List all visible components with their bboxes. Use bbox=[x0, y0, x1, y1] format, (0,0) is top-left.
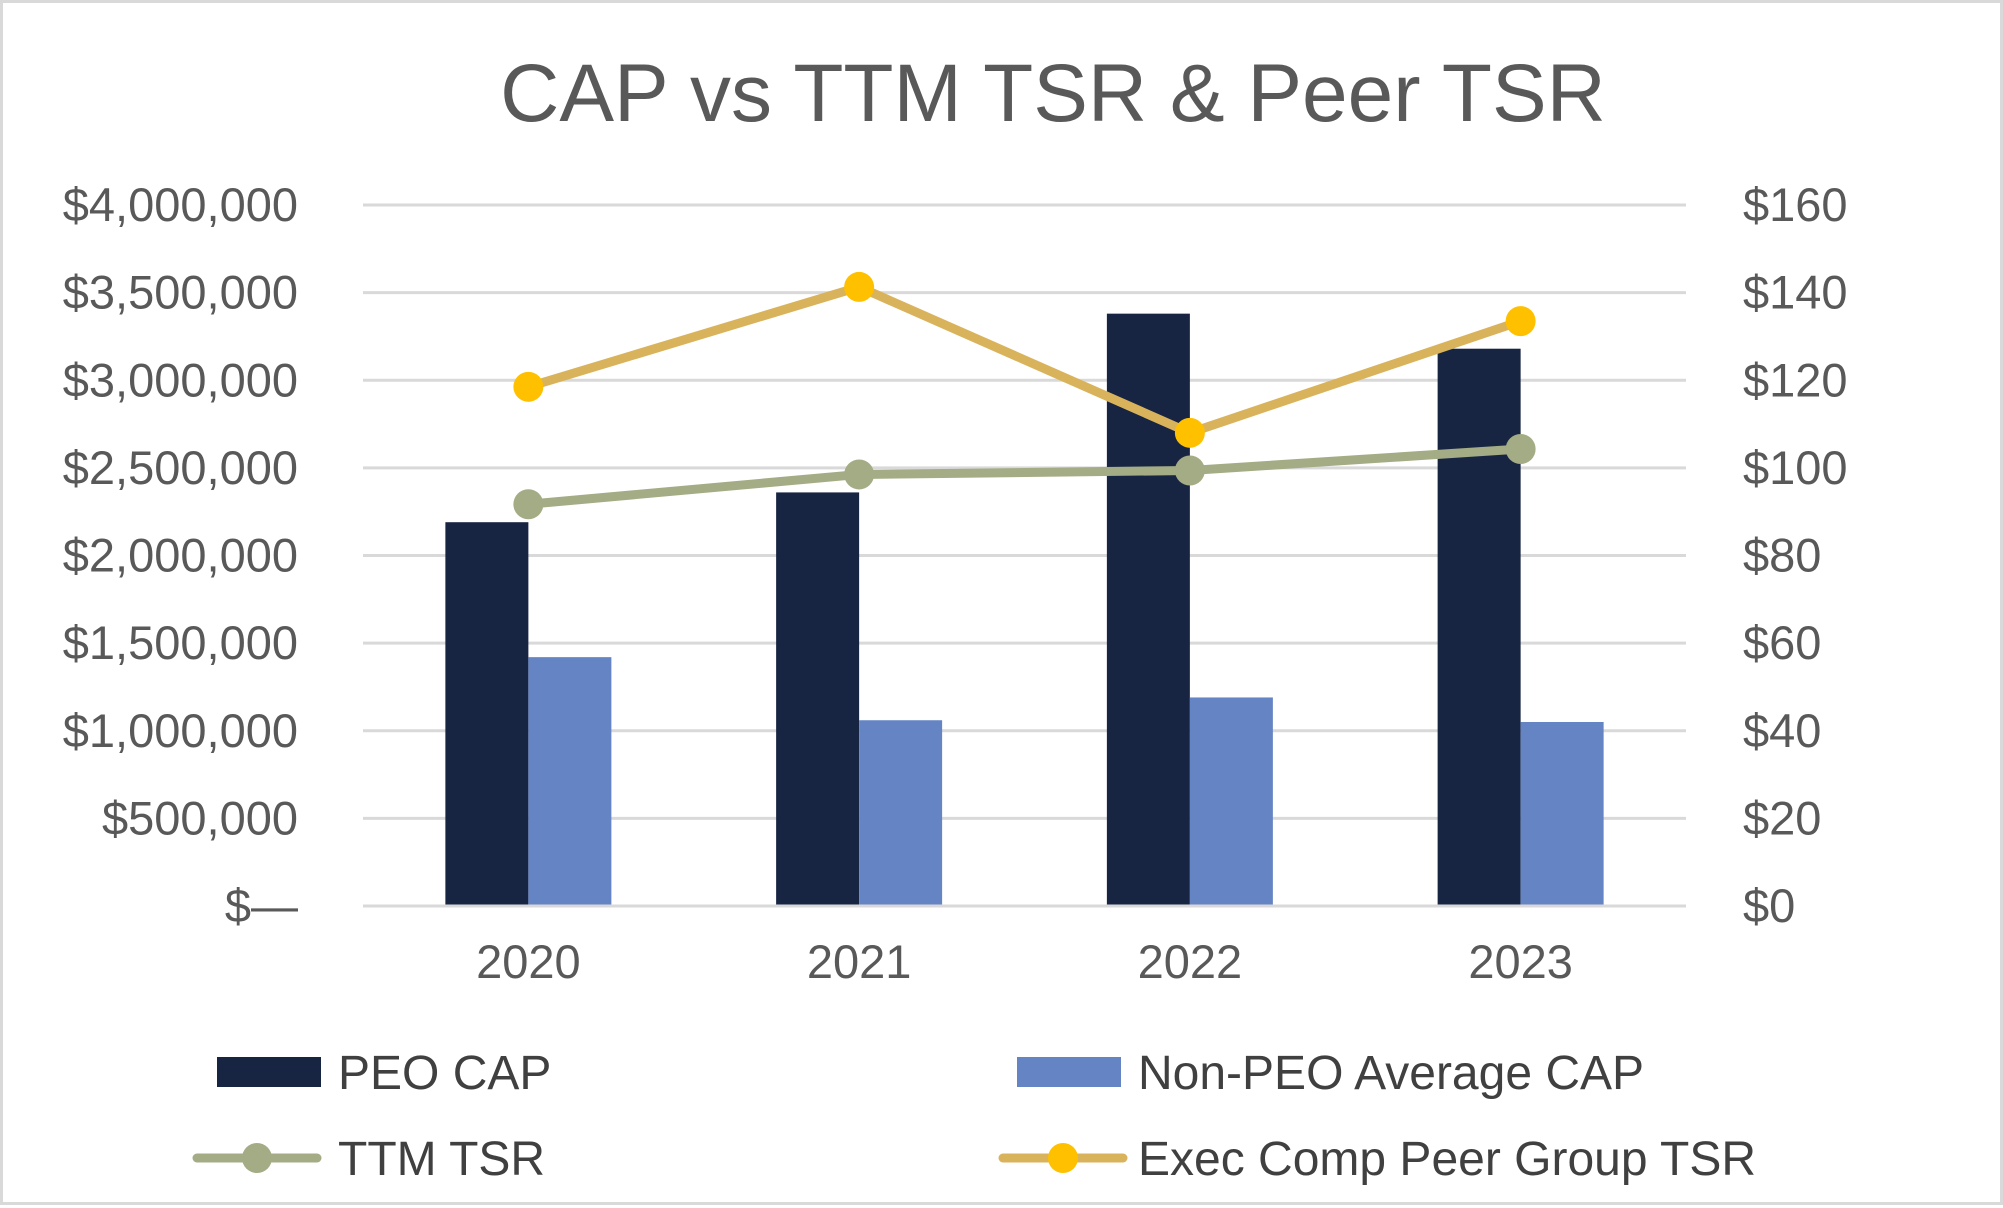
legend-label-exec-comp-peer-group-tsr: Exec Comp Peer Group TSR bbox=[1138, 1133, 1756, 1186]
right-axis: $0 $20 $40 $60 $80 $100 $120 $140 $160 bbox=[1743, 178, 1848, 932]
right-tick-label: $160 bbox=[1743, 178, 1848, 231]
legend-label-non-peo-average-cap: Non-PEO Average CAP bbox=[1138, 1047, 1644, 1100]
bar-non-peo-average-cap-2023 bbox=[1520, 721, 1604, 906]
left-axis: $— $500,000 $1,000,000 $1,500,000 $2,000,000… bbox=[63, 178, 298, 932]
left-tick-label: $500,000 bbox=[102, 791, 298, 844]
point-ttm-tsr-2021 bbox=[844, 459, 875, 490]
left-tick-label: $3,500,000 bbox=[63, 266, 298, 319]
legend: PEO CAP Non-PEO Average CAP TTM TSR Exec Co… bbox=[192, 1047, 1756, 1186]
bar-non-peo-average-cap-2022 bbox=[1189, 697, 1273, 906]
point-ttm-tsr-2022 bbox=[1174, 455, 1205, 486]
right-tick-label: $60 bbox=[1743, 616, 1821, 669]
line-exec-comp-peer-group-tsr bbox=[523, 282, 1526, 438]
point-exec-comp-peer-group-tsr-2021 bbox=[844, 271, 875, 302]
x-tick-label: 2021 bbox=[807, 935, 912, 988]
lines bbox=[513, 271, 1536, 520]
legend-label-peo-cap: PEO CAP bbox=[338, 1047, 551, 1100]
point-exec-comp-peer-group-tsr-2023 bbox=[1505, 306, 1536, 337]
line-ttm-tsr bbox=[523, 444, 1526, 509]
combo-chart: CAP vs TTM TSR & Peer TSR $— $500,000 $1,0… bbox=[63, 48, 1848, 1186]
right-tick-label: $140 bbox=[1743, 266, 1848, 319]
right-tick-label: $100 bbox=[1743, 441, 1848, 494]
x-tick-label: 2023 bbox=[1468, 935, 1573, 988]
x-axis: 2020 2021 2022 2023 bbox=[476, 935, 1573, 988]
bar-non-peo-average-cap-2020 bbox=[528, 657, 612, 906]
left-tick-label: $3,000,000 bbox=[63, 353, 298, 406]
left-tick-label: $4,000,000 bbox=[63, 178, 298, 231]
right-tick-label: $40 bbox=[1743, 704, 1821, 757]
x-tick-label: 2020 bbox=[476, 935, 581, 988]
x-tick-label: 2022 bbox=[1138, 935, 1243, 988]
point-exec-comp-peer-group-tsr-2022 bbox=[1174, 417, 1205, 448]
left-tick-label: $1,000,000 bbox=[63, 704, 298, 757]
left-tick-label: $— bbox=[225, 879, 298, 932]
bars bbox=[445, 313, 1604, 907]
legend-swatch-non-peo-average-cap bbox=[1017, 1057, 1121, 1087]
bar-peo-cap-2023 bbox=[1437, 348, 1521, 907]
point-exec-comp-peer-group-tsr-2020 bbox=[513, 371, 544, 402]
left-tick-label: $2,500,000 bbox=[63, 441, 298, 494]
point-ttm-tsr-2020 bbox=[513, 489, 544, 520]
right-tick-label: $0 bbox=[1743, 879, 1795, 932]
left-tick-label: $2,000,000 bbox=[63, 529, 298, 582]
right-tick-label: $120 bbox=[1743, 353, 1848, 406]
left-tick-label: $1,500,000 bbox=[63, 616, 298, 669]
bar-peo-cap-2021 bbox=[776, 492, 860, 906]
point-ttm-tsr-2023 bbox=[1505, 434, 1536, 465]
chart-title: CAP vs TTM TSR & Peer TSR bbox=[500, 48, 1606, 139]
right-tick-label: $80 bbox=[1743, 529, 1821, 582]
bar-non-peo-average-cap-2021 bbox=[859, 720, 943, 906]
right-tick-label: $20 bbox=[1743, 791, 1821, 844]
legend-marker-exec-comp-peer-group-tsr bbox=[1048, 1143, 1078, 1173]
legend-marker-ttm-tsr bbox=[242, 1143, 272, 1173]
legend-swatch-peo-cap bbox=[217, 1057, 321, 1087]
bar-peo-cap-2020 bbox=[445, 522, 529, 906]
legend-label-ttm-tsr: TTM TSR bbox=[338, 1133, 545, 1186]
